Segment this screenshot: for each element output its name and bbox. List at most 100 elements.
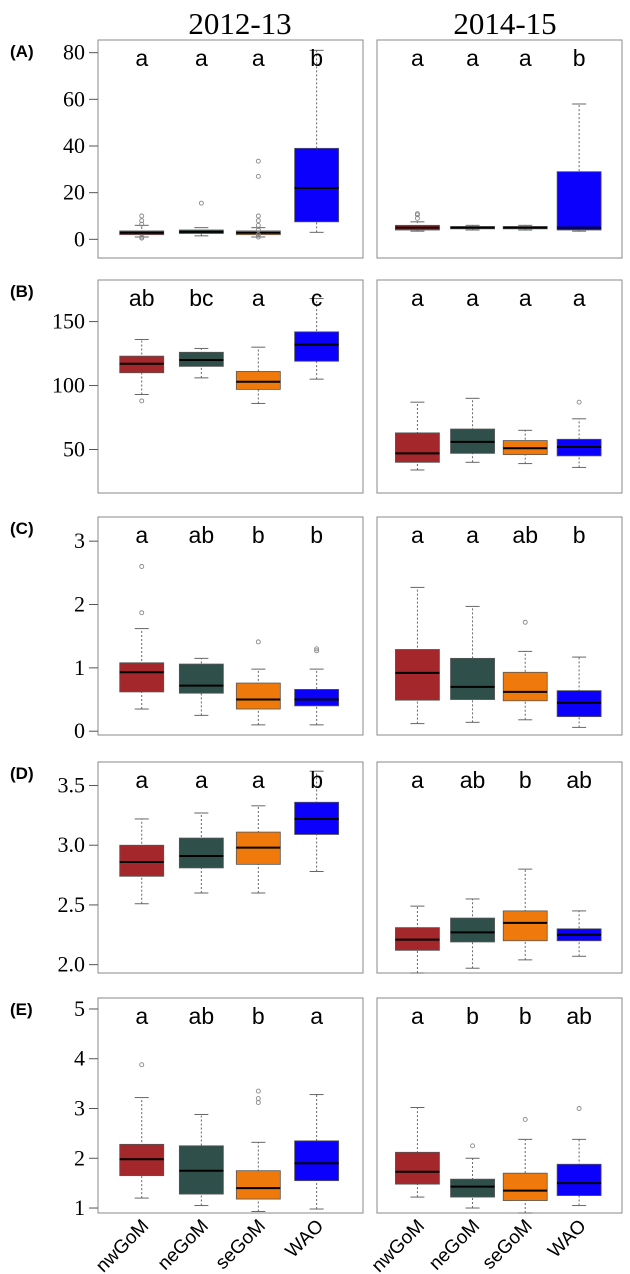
y-tick-label: 3.5 — [58, 773, 86, 798]
chart-panel-5-right: a b b ab — [376, 997, 623, 1214]
box-seGoM: b — [235, 1003, 281, 1213]
significance-letter: a — [135, 1003, 148, 1029]
significance-letter: a — [195, 45, 208, 71]
outlier-point — [522, 619, 528, 625]
panel-label: (A) — [10, 42, 34, 61]
significance-letter: ab — [566, 767, 592, 793]
box-WAO: b — [294, 767, 340, 872]
significance-letter: b — [466, 1003, 479, 1029]
box-WAO: a — [294, 1003, 340, 1210]
box-WAO: ab — [556, 767, 602, 957]
box-neGoM: b — [450, 1003, 495, 1209]
y-tick-label: 20 — [63, 180, 85, 205]
box-WAO: b — [556, 522, 602, 728]
significance-letter: b — [519, 767, 532, 793]
significance-letter: b — [573, 45, 586, 71]
outlier-point — [255, 173, 261, 179]
box-nwGoM: a — [395, 285, 440, 471]
box-WAO: a — [556, 285, 602, 468]
outlier-point — [576, 1106, 582, 1111]
outlier-point — [255, 1088, 261, 1094]
y-tick-label: 40 — [63, 133, 85, 158]
plot-frame — [97, 761, 364, 974]
significance-letter: bc — [189, 285, 213, 311]
significance-letter: a — [573, 285, 586, 311]
outlier-point — [255, 639, 261, 645]
x-category-label-nwGoM: nwGoM — [92, 1216, 153, 1274]
outlier-point — [139, 1062, 145, 1068]
significance-letter: a — [411, 285, 424, 311]
box-iqr — [502, 910, 548, 942]
outlier-point — [139, 398, 145, 404]
y-tick-label: 80 — [63, 40, 85, 65]
chart-panel-4-right: a ab b ab — [376, 761, 623, 974]
box-iqr — [294, 1140, 340, 1182]
box-nwGoM: a — [395, 1003, 440, 1198]
box-iqr — [556, 171, 602, 231]
box-neGoM: ab — [178, 1003, 224, 1207]
chart-panel-3-left: (C) 0 1 2 3 a ab b b — [10, 516, 364, 743]
y-tick-label: 2.5 — [58, 892, 86, 917]
outlier-point — [139, 213, 145, 219]
outlier-point — [470, 1143, 475, 1149]
x-category-label-neGoM: neGoM — [154, 1216, 213, 1274]
x-category-label-neGoM: neGoM — [425, 1216, 484, 1274]
column-title-2012-13: 2012-13 — [188, 6, 291, 41]
chart-panel-2-left: (B) 50 100 150 ab bc a c — [10, 279, 364, 494]
chart-panel-5-left: (E) 1 2 3 4 5 a ab b a — [10, 996, 364, 1220]
panel-label: (C) — [10, 519, 34, 538]
significance-letter: ab — [129, 285, 155, 311]
outlier-point — [414, 211, 420, 217]
outlier-point — [255, 213, 261, 219]
box-seGoM: ab — [502, 522, 548, 721]
box-iqr — [450, 917, 495, 943]
box-iqr — [294, 688, 340, 707]
y-tick-label: 3.0 — [58, 832, 86, 857]
significance-letter: ab — [189, 522, 215, 548]
significance-letter: a — [195, 767, 208, 793]
y-tick-label: 1 — [74, 1195, 85, 1220]
chart-panel-1-left: (A) 0 20 40 60 80 a a a b — [10, 39, 364, 259]
panel-label: (E) — [10, 1000, 33, 1019]
significance-letter: b — [310, 767, 323, 793]
x-category-label-WAO: WAO — [544, 1216, 590, 1262]
significance-letter: a — [411, 1003, 424, 1029]
y-tick-label: 2 — [74, 1145, 85, 1170]
box-nwGoM: a — [395, 45, 440, 232]
y-tick-label: 0 — [74, 718, 85, 743]
box-WAO: b — [294, 45, 340, 233]
box-seGoM: a — [235, 45, 281, 240]
box-iqr — [178, 837, 224, 869]
box-neGoM: a — [450, 522, 495, 723]
outlier-point — [255, 158, 261, 164]
box-nwGoM: a — [395, 767, 440, 974]
outlier-point — [255, 1096, 261, 1102]
box-iqr — [450, 657, 495, 700]
x-category-label-WAO: WAO — [282, 1216, 328, 1262]
outlier-point — [139, 234, 145, 240]
box-seGoM: b — [502, 767, 548, 961]
box-WAO: b — [556, 45, 602, 232]
chart-panel-4-left: (D) 2.0 2.5 3.0 3.5 a a a b — [10, 761, 364, 977]
significance-letter: b — [252, 1003, 265, 1029]
box-iqr — [556, 1163, 602, 1196]
significance-letter: c — [311, 285, 323, 311]
significance-letter: b — [310, 45, 323, 71]
significance-letter: a — [411, 767, 424, 793]
y-tick-label: 1 — [74, 655, 85, 680]
box-iqr — [450, 1178, 495, 1198]
significance-letter: a — [519, 45, 532, 71]
box-neGoM: a — [450, 285, 495, 463]
box-neGoM: bc — [178, 285, 224, 379]
significance-letter: a — [519, 285, 532, 311]
outlier-point — [576, 399, 582, 405]
box-iqr — [119, 662, 165, 693]
y-tick-label: 100 — [52, 373, 85, 398]
box-nwGoM: a — [119, 522, 165, 710]
y-tick-label: 50 — [63, 437, 85, 462]
outlier-point — [314, 648, 320, 654]
